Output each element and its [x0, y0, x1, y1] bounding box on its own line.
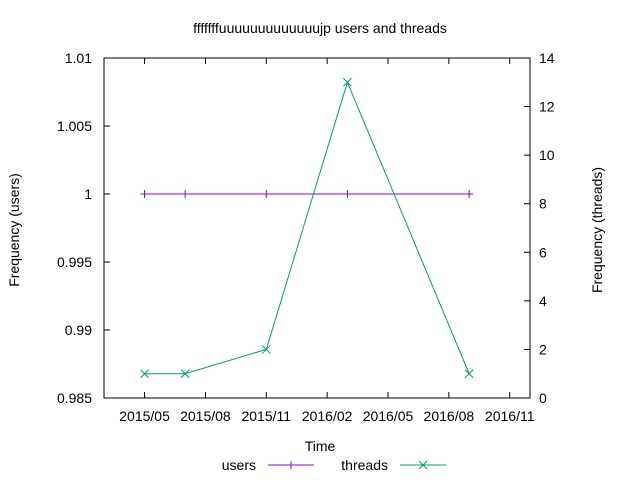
- right-y-axis: 0 2 4 6 8 10 12 14: [524, 50, 555, 406]
- users-point: [262, 190, 271, 198]
- legend-marker-threads: [418, 460, 428, 470]
- left-y-axis: 0.985 0.99 0.995 1 1.005 1.01: [57, 50, 110, 406]
- left-y-tick-label: 0.99: [65, 322, 92, 338]
- right-y-tick-label: 6: [539, 244, 547, 260]
- left-y-tick-label: 0.995: [57, 254, 92, 270]
- x-tick-label: 2016/02: [302, 408, 353, 424]
- left-y-tick-label: 1.01: [65, 50, 92, 66]
- threads-point: [261, 345, 271, 354]
- plot-area-frame: [103, 57, 531, 399]
- right-y-tick-label: 8: [539, 196, 547, 212]
- legend-marker-users: [287, 461, 295, 469]
- threads-point: [343, 77, 352, 87]
- legend: users threads: [222, 457, 446, 473]
- users-point: [465, 190, 474, 198]
- right-y-tick-label: 14: [539, 50, 555, 66]
- x-axis: 2015/05 2015/08 2015/11 2016/02 2016/05 2016/…: [119, 58, 535, 424]
- users-point: [181, 190, 190, 198]
- legend-label-threads: threads: [341, 457, 388, 473]
- users-point: [343, 190, 352, 198]
- threads-point: [464, 369, 474, 379]
- right-y-tick-label: 4: [539, 293, 547, 309]
- left-y-tick-label: 1: [84, 186, 92, 202]
- x-tick-label: 2016/08: [424, 408, 475, 424]
- users-point: [140, 190, 149, 198]
- x-tick-label: 2016/11: [485, 408, 535, 424]
- right-y-tick-label: 2: [539, 341, 547, 357]
- x-tick-label: 2015/05: [119, 408, 170, 424]
- x-tick-label: 2016/05: [363, 408, 414, 424]
- threads-point: [140, 369, 149, 379]
- chart-title: fffffffuuuuuuuuuuuuujp users and threads: [193, 20, 447, 36]
- series-layer: [140, 77, 474, 379]
- right-y-tick-label: 12: [539, 99, 555, 115]
- right-y-axis-label: Frequency (threads): [589, 167, 605, 293]
- right-y-tick-label: 10: [539, 147, 555, 163]
- x-axis-label: Time: [305, 438, 336, 454]
- right-y-tick-label: 0: [539, 390, 547, 406]
- left-y-tick-label: 0.985: [57, 390, 92, 406]
- legend-label-users: users: [222, 457, 256, 473]
- x-tick-label: 2015/11: [241, 408, 291, 424]
- left-y-axis-label: Frequency (users): [6, 173, 22, 287]
- threads-series-line: [144, 80, 470, 375]
- threads-point: [180, 369, 190, 379]
- x-tick-label: 2015/08: [180, 408, 231, 424]
- left-y-tick-label: 1.005: [57, 118, 92, 134]
